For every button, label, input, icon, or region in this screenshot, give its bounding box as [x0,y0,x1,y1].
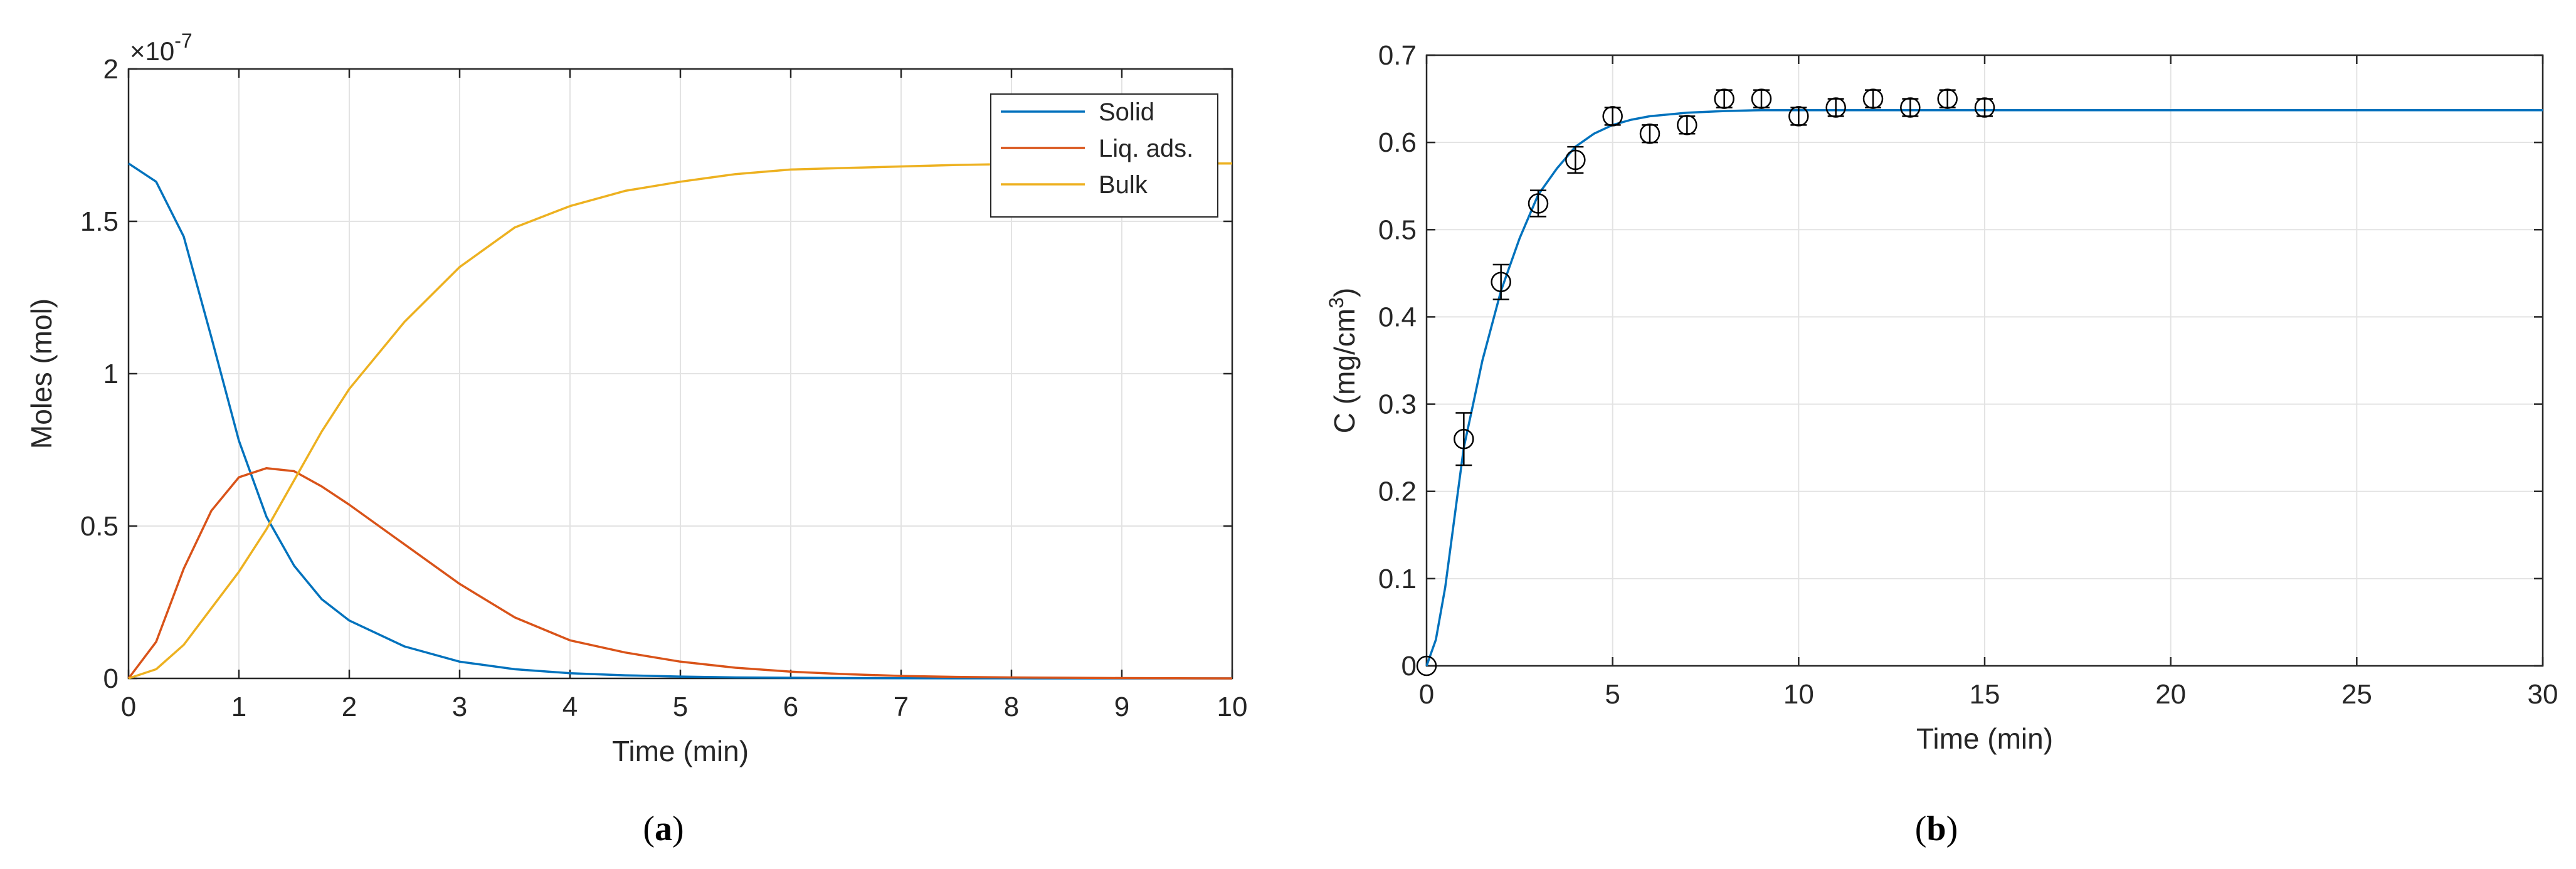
panel-a-chart: 0 1 2 3 4 5 6 7 8 9 10 0 0.5 1 1.5 2 Time (min) Moles (mo… [25,29,1247,767]
data-point-marker [1565,149,1586,171]
data-point-marker [1602,106,1623,127]
data-point-marker [1825,97,1846,118]
y-tick-label: 2 [103,54,119,85]
x-tick-label: 6 [783,692,798,722]
panel-b-chart: 0 5 10 15 20 25 30 0 0.1 0.2 0.3 0.4 0.5 0.6 0.7 Time (… [1325,40,2558,755]
x-tick-label: 5 [673,692,688,722]
x-tick-label: 3 [452,692,467,722]
data-point-marker [1639,123,1660,144]
series-line-liq-ads- [127,466,1233,680]
y-exponent-base: ×10 [130,36,174,66]
y-tick-label: 0.1 [1378,564,1417,594]
panel-b-caption: (b) [1915,809,1958,848]
y-axis-label-part: 3 [1325,297,1348,308]
y-axis-label-part: ) [1328,288,1361,297]
y-axis-label: C (mg/cm3) [1325,288,1361,433]
x-tick-label: 0 [121,692,136,722]
y-tick-label: 0 [103,663,119,694]
data-point-marker [1714,88,1734,109]
legend-label: Bulk [1099,171,1148,199]
data-point-marker [1677,115,1697,135]
data-point-marker [1491,271,1511,293]
x-axis-label: Time (min) [612,735,749,767]
x-tick-label: 20 [2155,679,2186,710]
data-point-marker [1751,88,1772,109]
data-point-marker [1862,88,1884,109]
legend-box [990,93,1218,218]
legend-label: Solid [1099,98,1154,126]
y-axis-label: Moles (mol) [25,298,58,449]
x-tick-label: 7 [894,692,909,722]
y-tick-label: 0.6 [1378,127,1417,158]
data-point-marker [1900,97,1921,118]
y-tick-label: 0.4 [1378,302,1417,332]
data-point-marker [1528,193,1549,214]
x-tick-label: 2 [342,692,357,722]
data-point-marker [1454,428,1474,450]
y-axis-label-part: C (mg/cm [1328,308,1361,433]
y-tick-label: 0.5 [80,511,119,542]
x-tick-label: 4 [562,692,578,722]
data-point-marker [1788,106,1809,127]
data-point-marker [1937,88,1958,109]
x-tick-label: 15 [1970,679,2000,710]
y-tick-label: 0.3 [1378,389,1417,420]
y-tick-label: 1.5 [80,206,119,237]
data-point-marker [1416,655,1437,677]
y-exponent-label: ×10-7 [130,29,193,66]
legend-label: Liq. ads. [1099,135,1193,162]
y-tick-label: 0.2 [1378,477,1417,507]
x-tick-label: 10 [1217,692,1248,722]
x-tick-label: 25 [2341,679,2372,710]
x-tick-label: 10 [1783,679,1814,710]
panel-a-caption: (a) [643,809,684,848]
y-tick-label: 0 [1401,651,1417,682]
x-tick-label: 5 [1605,679,1620,710]
x-tick-label: 1 [231,692,246,722]
x-tick-label: 9 [1114,692,1129,722]
y-tick-label: 1 [103,359,119,389]
x-tick-label: 30 [2528,679,2558,710]
y-tick-label: 0.7 [1378,40,1417,71]
x-tick-label: 8 [1004,692,1019,722]
model-fit-line [1425,108,2543,666]
y-exponent-power: -7 [174,29,192,52]
x-axis-label: Time (min) [1916,722,2053,755]
x-tick-label: 0 [1419,679,1434,710]
y-tick-label: 0.5 [1378,214,1417,245]
data-point-marker [1974,97,1995,118]
